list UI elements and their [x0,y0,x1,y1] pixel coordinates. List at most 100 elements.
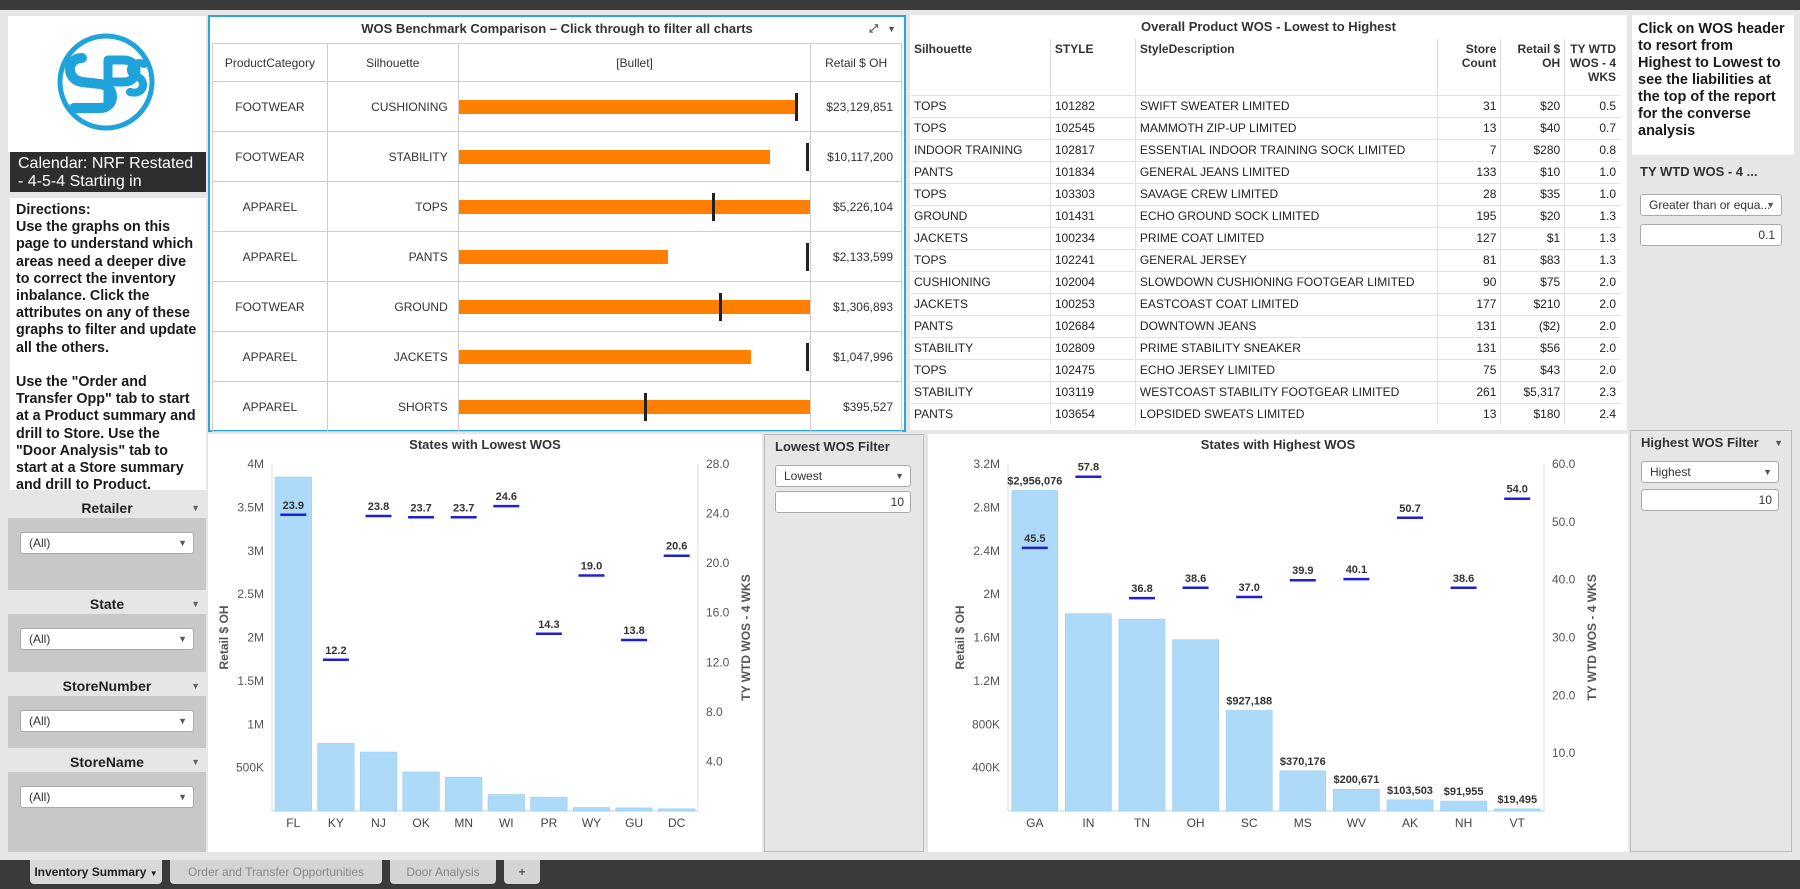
wos-value-label: 19.0 [581,561,602,573]
wos-value-label: 14.3 [538,619,559,631]
table-row[interactable]: INDOOR TRAINING 102817 ESSENTIAL INDOOR TR… [910,138,1620,161]
chart-title: States with Highest WOS [1200,437,1356,452]
bench-cell-retail: $2,133,599 [810,231,902,282]
wos-value-label: 23.8 [368,501,389,513]
header-retail-oh[interactable]: Retail $ OH [1500,39,1566,95]
table-row[interactable]: STABILITY 102809 PRIME STABILITY SNEAKER 13… [910,336,1620,359]
bar [1386,799,1434,812]
header-ty-wtd-wos[interactable]: TY WTD WOS - 4 WKS [1569,42,1616,84]
bench-cell-bullet[interactable] [457,181,812,232]
wos-benchmark-panel[interactable]: WOS Benchmark Comparison – Click through… [208,15,906,432]
bench-row[interactable]: FOOTWEAR CUSHIONING $23,129,851 [212,81,902,132]
state-select[interactable]: (All) ▼ [20,628,194,650]
highest-select[interactable]: Highest ▼ [1641,461,1779,483]
table-row[interactable]: PANTS 101834 GENERAL JEANS LIMITED 133 $10 1.… [910,160,1620,183]
cell-description: GENERAL JEANS LIMITED [1135,160,1438,183]
highest-wos-chart[interactable]: States with Highest WOS 400K 800K 1.2M 1.6M… [928,434,1628,852]
table-row[interactable]: TOPS 102241 GENERAL JERSEY 81 $83 1.3 [910,248,1620,271]
x-tick-label: MN [454,816,473,830]
cell-silhouette: TOPS [910,94,1051,117]
bench-cell-bullet[interactable] [457,81,812,132]
bench-cell-bullet[interactable] [457,231,812,282]
lowest-select[interactable]: Lowest ▼ [775,465,911,487]
bar-value-label: $2,956,076 [1007,475,1062,487]
header-silhouette[interactable]: Silhouette [910,39,1051,95]
bench-cell-silhouette[interactable]: TOPS [326,181,459,232]
expand-icon[interactable]: ⤢ [869,23,878,35]
table-row[interactable]: JACKETS 100253 EASTCOAST COAT LIMITED 177 $2… [910,292,1620,315]
bench-row[interactable]: APPAREL SHORTS $395,527 [212,381,902,432]
table-row[interactable]: PANTS 103654 LOPSIDED SWEATS LIMITED 13 $180… [910,402,1620,425]
bench-cell-bullet[interactable] [457,381,812,432]
table-row[interactable]: TOPS 101282 SWIFT SWEATER LIMITED 31 $20 0.5 [910,94,1620,117]
bench-cell-silhouette[interactable]: SHORTS [326,381,459,432]
chevron-down-icon[interactable]: ▼ [191,599,200,609]
x-tick-label: NJ [371,816,386,830]
bench-cell-silhouette[interactable]: STABILITY [326,131,459,182]
chevron-down-icon[interactable]: ▼ [191,757,200,767]
bench-cell-silhouette[interactable]: CUSHIONING [326,81,459,132]
tab-door-analysis[interactable]: Door Analysis [390,860,496,884]
bench-cell-silhouette[interactable]: JACKETS [326,331,459,382]
ty-operator-select[interactable]: Greater than or equa... ▼ [1640,194,1782,216]
bench-cell-bullet[interactable] [457,281,812,332]
bench-cell-bullet[interactable] [457,331,812,382]
cell-wos: 0.7 [1564,116,1620,139]
chevron-down-icon: ▼ [895,471,904,481]
bench-row[interactable]: APPAREL JACKETS $1,047,996 [212,331,902,382]
bench-cell-silhouette[interactable]: GROUND [326,281,459,332]
bench-cell-category[interactable]: APPAREL [212,231,328,282]
header-retail[interactable]: Retail $ OH [810,43,902,82]
table-row[interactable]: PANTS 102684 DOWNTOWN JEANS 131 ($2) 2.0 [910,314,1620,337]
bench-row[interactable]: FOOTWEAR GROUND $1,306,893 [212,281,902,332]
lowest-wos-chart[interactable]: States with Lowest WOS 500K 1M 1.5M 2M 2.5M 3… [208,434,762,852]
bar [1440,800,1487,812]
highest-wos-svg: 400K 800K 1.2M 1.6M 2M 2.4M 2.8M 3.2M 10.0 20.0 30… [953,457,1599,830]
table-row[interactable]: TOPS 102475 ECHO JERSEY LIMITED 75 $43 2.0 [910,358,1620,381]
wos-value-label: 36.8 [1131,583,1152,595]
chevron-down-icon[interactable]: ▼ [191,503,200,513]
tab-inventory-summary[interactable]: Inventory Summary ▼ [30,860,162,884]
bench-row[interactable]: APPAREL TOPS $5,226,104 [212,181,902,232]
bench-cell-category[interactable]: APPAREL [212,331,328,382]
bench-row[interactable]: FOOTWEAR STABILITY $10,117,200 [212,131,902,182]
select-value: (All) [29,536,51,550]
bench-cell-bullet[interactable] [457,131,812,182]
storename-select[interactable]: (All) ▼ [20,786,194,808]
bench-cell-silhouette[interactable]: PANTS [326,231,459,282]
chevron-down-icon[interactable]: ▼ [191,681,200,691]
lowest-count-input[interactable]: 10 [775,491,911,513]
tab-order-transfer[interactable]: Order and Transfer Opportunities [170,860,382,884]
retailer-select[interactable]: (All) ▼ [20,532,194,554]
bench-cell-category[interactable]: APPAREL [212,181,328,232]
chevron-down-icon[interactable]: ▼ [1774,438,1783,448]
header-silhouette[interactable]: Silhouette [326,43,459,82]
header-bullet[interactable]: [Bullet] [457,43,812,82]
bench-cell-category[interactable]: FOOTWEAR [212,131,328,182]
bench-cell-category[interactable]: APPAREL [212,381,328,432]
bench-cell-category[interactable]: FOOTWEAR [212,281,328,332]
bench-row[interactable]: APPAREL PANTS $2,133,599 [212,231,902,282]
storenumber-select[interactable]: (All) ▼ [20,710,194,732]
y-tick-label: 1.5M [237,674,264,688]
bench-cell-category[interactable]: FOOTWEAR [212,81,328,132]
cell-style: 102817 [1050,138,1136,161]
chevron-down-icon[interactable]: ▼ [887,24,896,34]
header-productcategory[interactable]: ProductCategory [212,43,328,82]
highest-count-input[interactable]: 10 [1641,489,1779,511]
table-row[interactable]: JACKETS 100234 PRIME COAT LIMITED 127 $1 1.3 [910,226,1620,249]
table-row[interactable]: STABILITY 103119 WESTCOAST STABILITY FOOTG… [910,380,1620,403]
cell-description: PRIME STABILITY SNEAKER [1135,336,1438,359]
header-style[interactable]: STYLE [1050,39,1136,95]
table-row[interactable]: TOPS 103303 SAVAGE CREW LIMITED 28 $35 1.0 [910,182,1620,205]
header-store-count[interactable]: Store Count [1437,39,1502,95]
add-sheet-button[interactable]: + [504,860,540,884]
table-row[interactable]: TOPS 102545 MAMMOTH ZIP-UP LIMITED 13 $40 0.7 [910,116,1620,139]
header-styledescription[interactable]: StyleDescription [1135,39,1438,95]
y-tick-label: 2M [983,587,1000,601]
table-row[interactable]: GROUND 101431 ECHO GROUND SOCK LIMITED 195 $… [910,204,1620,227]
cell-store-count: 31 [1437,94,1502,117]
table-row[interactable]: CUSHIONING 102004 SLOWDOWN CUSHIONING FOOT… [910,270,1620,293]
ty-filter-label: TY WTD WOS - 4 ... [1640,164,1758,179]
ty-value-input[interactable]: 0.1 [1640,224,1782,246]
